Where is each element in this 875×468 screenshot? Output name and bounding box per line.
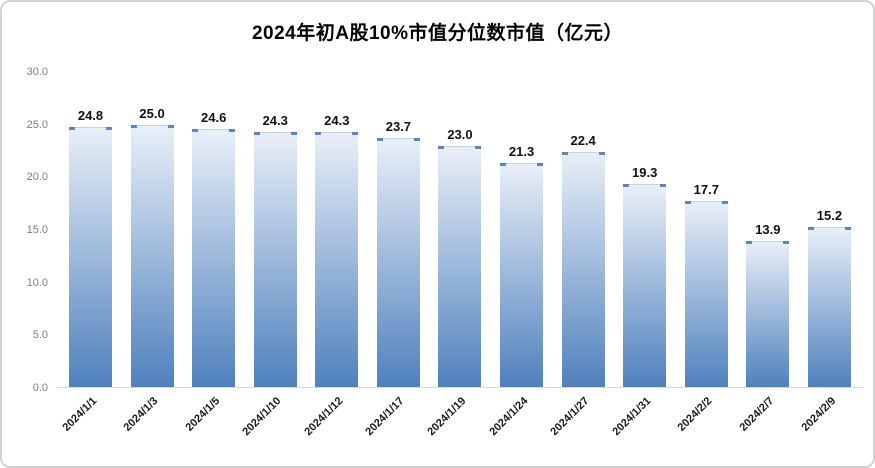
y-axis-tick-label: 15.0 — [26, 224, 48, 236]
y-axis-tick-label: 25.0 — [26, 118, 48, 131]
x-axis-tick-label: 2024/2/2 — [675, 395, 715, 434]
y-axis-tick-label: 0.0 — [32, 382, 48, 394]
bar-column: 22.4 2024/1/27 — [549, 72, 605, 438]
x-axis-tick-label: 2024/2/9 — [799, 395, 838, 434]
bar-column: 25.0 2024/1/3 — [122, 72, 174, 434]
y-axis-tick-label: 10.0 — [26, 276, 48, 289]
bar-value-label: 22.4 — [570, 132, 596, 148]
bar-value-label: 24.6 — [201, 109, 227, 125]
bar-value-label: 24.3 — [262, 112, 288, 128]
bar-value-label: 17.7 — [693, 182, 719, 198]
bar-value-label: 15.2 — [816, 208, 843, 224]
bar: 17.7 — [684, 182, 728, 387]
bar-column: 17.7 2024/2/2 — [676, 72, 728, 434]
x-axis-tick-label: 2024/1/17 — [363, 395, 407, 439]
bar: 24.3 — [315, 113, 359, 387]
y-axis-tick-label: 5.0 — [32, 329, 48, 342]
y-axis: 30.0 25.0 20.0 15.0 10.0 5.0 0.0 — [2, 66, 50, 394]
bar-value-label: 23.7 — [385, 119, 412, 135]
bar: 24.6 — [192, 110, 236, 387]
bar-column: 23.7 2024/1/17 — [364, 72, 420, 438]
x-axis-tick-label: 2024/1/5 — [183, 395, 223, 434]
bar-column: 24.6 2024/1/5 — [183, 72, 236, 434]
chart-title: 2024年初A股10%市值分位数市值（亿元） — [251, 23, 624, 44]
x-axis-tick-label: 2024/1/31 — [610, 395, 654, 439]
bar-column: 24.8 2024/1/1 — [60, 72, 112, 434]
x-axis-tick-label: 2024/1/27 — [548, 395, 592, 439]
x-axis-tick-label: 2024/1/10 — [240, 395, 284, 439]
bar: 24.8 — [69, 108, 112, 387]
bar-value-label: 21.3 — [508, 144, 535, 160]
bar-value-label: 25.0 — [139, 105, 165, 121]
plot-area: 24.8 2024/1/1 25.0 2024/1/3 24.6 2024/1/5 24.3… — [57, 72, 863, 438]
x-axis-tick-label: 2024/1/24 — [486, 395, 531, 439]
bar-column: 13.9 2024/2/7 — [738, 72, 790, 434]
bar-column: 23.0 2024/1/19 — [425, 72, 482, 438]
bar-column: 21.3 2024/1/24 — [487, 72, 544, 438]
x-axis-tick-label: 2024/1/19 — [425, 395, 469, 439]
bar-value-label: 19.3 — [632, 165, 658, 181]
x-axis-tick-label: 2024/1/12 — [302, 395, 346, 439]
bar: 23.0 — [438, 127, 482, 387]
bar: 22.4 — [561, 133, 605, 387]
bar: 23.7 — [376, 119, 420, 387]
bar: 13.9 — [746, 222, 790, 387]
bar-value-label: 24.8 — [77, 107, 104, 123]
bar-column: 15.2 2024/2/9 — [799, 72, 851, 434]
bar: 21.3 — [500, 144, 544, 387]
bar: 19.3 — [623, 165, 667, 387]
bar-column: 19.3 2024/1/31 — [610, 72, 667, 438]
x-axis-tick-label: 2024/1/1 — [60, 395, 99, 434]
x-axis-tick-label: 2024/2/7 — [737, 395, 777, 434]
bar: 24.3 — [253, 113, 297, 387]
bar-column: 24.3 2024/1/12 — [302, 72, 359, 438]
y-axis-tick-label: 20.0 — [26, 171, 48, 184]
x-axis-tick-label: 2024/1/3 — [121, 395, 161, 434]
bar-column: 24.3 2024/1/10 — [241, 72, 297, 438]
bar-value-label: 13.9 — [755, 222, 781, 238]
bar-value-label: 23.0 — [447, 126, 473, 142]
y-axis-tick-label: 30.0 — [26, 66, 48, 78]
bar: 25.0 — [130, 106, 174, 387]
bar: 15.2 — [807, 208, 851, 387]
bar-value-label: 24.3 — [324, 112, 350, 128]
